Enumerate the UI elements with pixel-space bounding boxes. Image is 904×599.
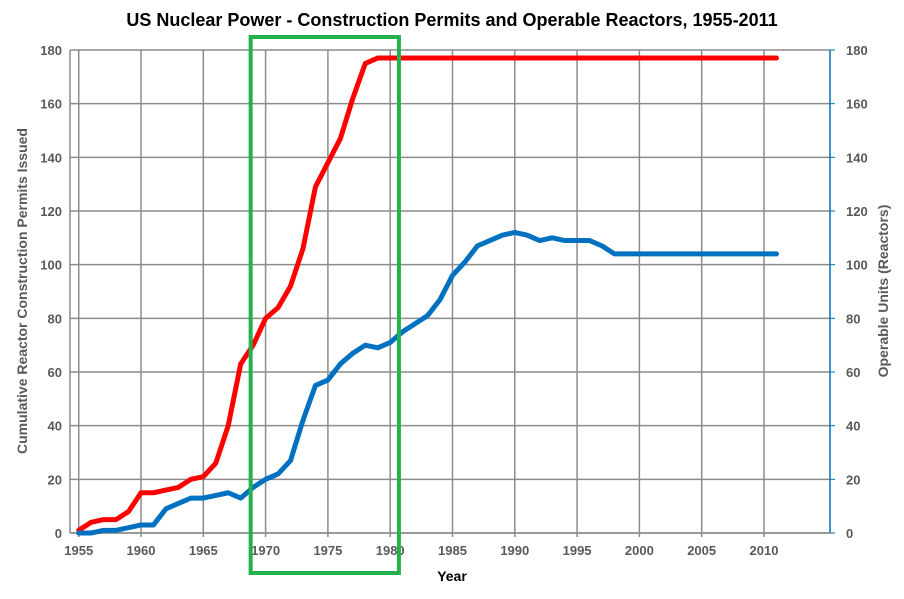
right-y-tick-label: 100 [846, 258, 868, 273]
right-y-tick-label: 160 [846, 97, 868, 112]
left-y-tick-label: 140 [40, 150, 62, 165]
left-y-tick-label: 40 [48, 419, 62, 434]
x-axis-label: Year [437, 568, 467, 584]
right-y-tick-label: 20 [846, 472, 860, 487]
left-y-tick-label: 160 [40, 97, 62, 112]
x-tick-label: 1970 [251, 543, 280, 558]
right-y-tick-label: 120 [846, 204, 868, 219]
left-y-tick-label: 100 [40, 258, 62, 273]
right-y-tick-label: 40 [846, 419, 860, 434]
x-tick-label: 1975 [313, 543, 342, 558]
right-y-tick-label: 60 [846, 365, 860, 380]
left-y-tick-label: 60 [48, 365, 62, 380]
permits-series-line [76, 55, 779, 533]
x-tick-label: 1955 [64, 543, 93, 558]
x-tick-label: 1965 [189, 543, 218, 558]
right-y-tick-label: 0 [846, 526, 853, 541]
operable-units-series-line [76, 229, 779, 536]
left-y-tick-label: 180 [40, 43, 62, 58]
x-tick-label: 1990 [500, 543, 529, 558]
right-y-axis-label: Operable Units (Reactors) [875, 205, 891, 378]
chart-title: US Nuclear Power - Construction Permits … [126, 10, 777, 30]
left-y-tick-label: 0 [55, 526, 62, 541]
highlight-box [248, 35, 401, 575]
right-y-tick-label: 140 [846, 150, 868, 165]
x-tick-label: 1960 [127, 543, 156, 558]
x-tick-label: 2000 [625, 543, 654, 558]
left-y-tick-label: 20 [48, 472, 62, 487]
x-tick-label: 2005 [687, 543, 716, 558]
left-y-tick-label: 120 [40, 204, 62, 219]
left-y-axis-label: Cumulative Reactor Construction Permits … [14, 128, 30, 454]
x-tick-label: 1985 [438, 543, 467, 558]
right-y-tick-label: 80 [846, 311, 860, 326]
x-tick-label: 1995 [563, 543, 592, 558]
x-tick-label: 2010 [750, 543, 779, 558]
left-y-tick-label: 80 [48, 311, 62, 326]
right-y-tick-label: 180 [846, 43, 868, 58]
